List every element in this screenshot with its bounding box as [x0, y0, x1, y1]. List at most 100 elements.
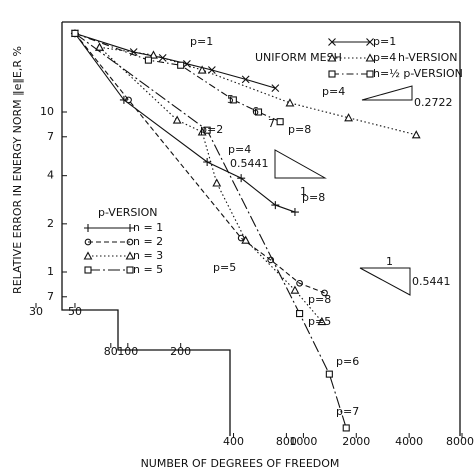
annotation: 6 [252, 105, 259, 118]
x-tick-label: 4000 [395, 435, 423, 448]
marker [237, 234, 245, 242]
slope-triangle [274, 149, 327, 179]
legend-label: n = 5 [133, 263, 163, 276]
slope-triangle [361, 85, 413, 101]
annotation: 0.5441 [230, 157, 269, 170]
marker [325, 370, 333, 378]
y-tick-label: 4 [47, 169, 54, 182]
x-tick-label: 80 [104, 345, 118, 358]
annotation: p=8 [288, 123, 311, 136]
marker [290, 285, 300, 294]
legend-marker [327, 53, 337, 62]
legend-label: p=1 [373, 35, 396, 48]
annotation: p=8 [308, 293, 331, 306]
legend-marker [126, 266, 134, 274]
marker [241, 75, 250, 84]
marker [237, 174, 246, 183]
series-line [74, 32, 281, 123]
x-tick-label: 200 [170, 345, 191, 358]
marker [125, 96, 132, 104]
marker [290, 208, 299, 217]
marker [285, 98, 295, 107]
annotation: p=4 [322, 85, 345, 98]
marker [144, 56, 152, 64]
x-axis-label: NUMBER OF DEGREES OF FREEDOM [141, 457, 340, 470]
marker [203, 158, 212, 167]
legend-label: p=4 [373, 51, 396, 64]
marker [344, 113, 354, 122]
y-tick-label: 2 [47, 217, 54, 230]
series-line [99, 46, 417, 136]
legend-label: n = 2 [133, 235, 163, 248]
x-tick-label: 2000 [342, 435, 370, 448]
legend-marker [126, 238, 134, 246]
marker [183, 59, 191, 68]
marker [411, 130, 421, 139]
marker [296, 309, 304, 318]
marker [241, 235, 251, 244]
x-tick-label: 50 [68, 305, 82, 318]
legend-marker [328, 70, 336, 78]
marker [203, 126, 211, 134]
annotation: p=5 [308, 315, 331, 328]
marker [71, 29, 79, 37]
y-axis-label: RELATIVE ERROR IN ENERGY NORM ‖e‖E,R % [11, 46, 24, 294]
legend-marker [84, 224, 92, 232]
x-tick-label: 400 [223, 435, 244, 448]
y-tick-label: 10 [40, 105, 54, 118]
legend-marker [328, 38, 336, 46]
annotation: 5 [227, 93, 234, 106]
legend-group-label: p-VERSION [98, 206, 158, 219]
axis-staircase [61, 22, 231, 436]
series-line [74, 33, 296, 213]
legend-marker [126, 224, 134, 232]
x-tick-label: 8000 [446, 435, 474, 448]
axes-frame [61, 21, 461, 436]
legend-marker [84, 238, 92, 246]
annotation: p=4 [228, 143, 251, 156]
annotation: p=1 [190, 35, 213, 48]
series-line [74, 33, 325, 294]
legend-marker [366, 70, 374, 78]
annotation: 0.5441 [412, 275, 451, 288]
x-tick-label: 800 [276, 435, 297, 448]
y-tick-label: 1 [47, 265, 54, 278]
x-tick-label: 1000 [289, 435, 317, 448]
slope-triangle [359, 267, 411, 296]
legend-label: n = 1 [133, 221, 163, 234]
legend-label: n = 3 [133, 249, 163, 262]
marker [271, 201, 280, 210]
x-tick-label: 30 [29, 305, 43, 318]
marker [229, 96, 237, 104]
annotation: p=5 [213, 261, 236, 274]
annotation: p=6 [336, 355, 359, 368]
y-tick-label: 7 [47, 290, 54, 303]
legend-label: h=½ p-VERSION [373, 67, 463, 80]
marker [197, 65, 207, 74]
marker [321, 289, 328, 297]
legend-marker [366, 38, 374, 46]
annotation: p=2 [200, 123, 223, 136]
annotation: p=8 [302, 191, 325, 204]
marker [95, 42, 104, 51]
marker [172, 115, 182, 124]
legend-marker [125, 251, 135, 260]
annotation: p=7 [336, 405, 359, 418]
series-line [99, 46, 323, 322]
marker [177, 61, 185, 69]
legend-group-label: UNIFORM MESH [255, 51, 342, 64]
marker [254, 108, 263, 116]
legend-marker [83, 251, 93, 260]
marker [271, 84, 280, 93]
x-tick-label: 100 [117, 345, 138, 358]
marker [149, 50, 158, 59]
annotation: 1 [300, 185, 307, 198]
legend-marker [84, 266, 92, 274]
marker [276, 118, 284, 126]
annotation: 1 [386, 255, 393, 268]
annotation: 0.2722 [414, 96, 453, 109]
legend-group-label: h-VERSION [398, 51, 458, 64]
marker [296, 279, 303, 287]
marker [317, 316, 327, 326]
